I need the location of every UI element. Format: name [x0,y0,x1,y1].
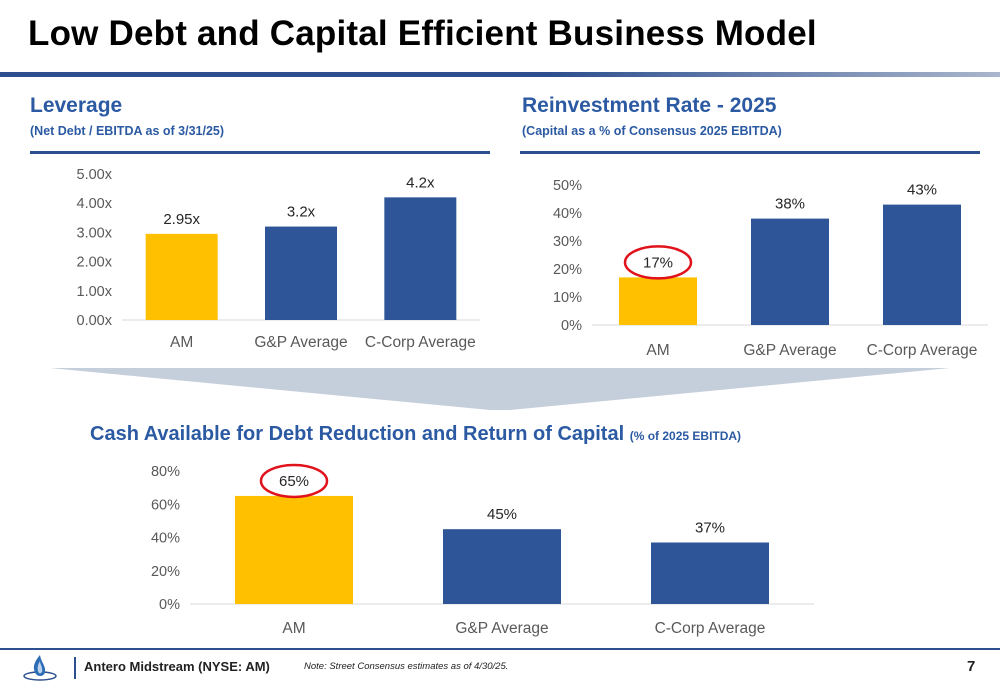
reinvestment-title: Reinvestment Rate - 2025 [522,94,777,117]
reinvestment-subtitle: (Capital as a % of Consensus 2025 EBITDA… [522,124,782,138]
reinvestment-data-label: 38% [775,196,805,213]
reinvestment-category-label: C-Corp Average [867,342,978,359]
leverage-data-label: 4.2x [406,174,435,191]
funnel-shape [50,368,950,410]
leverage-subtitle: (Net Debt / EBITDA as of 3/31/25) [30,124,225,138]
reinvestment-chart: 0% 10% 20% 30% 40% 50% 17% AM 38% G&P Average 43% C… [553,178,988,359]
cash-available-chart: 0% 20% 40% 60% 80% 65% AM 45% G&P Average 37% C-Co… [151,463,814,637]
footer-note: Note: Street Consensus estimates as of 4… [304,661,509,672]
cash-available-data-label: 37% [695,519,725,536]
cash-available-data-label: 65% [279,473,309,490]
leverage-category-label: AM [170,334,193,351]
reinvestment-ytick-label: 0% [561,318,582,334]
leverage-ytick-label: 3.00x [77,225,113,241]
reinvestment-data-label: 17% [643,254,673,271]
leverage-bar-am [145,233,218,320]
cash-available-category-label: G&P Average [455,620,548,637]
leverage-ytick-label: 5.00x [77,167,113,183]
cash-available-category-label: AM [282,620,305,637]
antero-flame-logo-icon [23,655,57,681]
reinvestment-bar-am [619,277,697,325]
reinvestment-bar-c-corp-average [883,204,961,325]
cash-available-subtitle: (% of 2025 EBITDA) [629,429,742,443]
cash-available-data-label: 45% [487,506,517,523]
leverage-ytick-label: 4.00x [77,196,113,212]
funnel-arrow [50,368,950,410]
footer-separator [74,657,76,679]
reinvestment-ytick-label: 50% [553,178,582,194]
leverage-divider [30,151,490,154]
title-divider [0,72,1000,77]
cash-available-title: Cash Available for Debt Reduction and Re… [90,423,741,446]
leverage-chart: 0.00x 1.00x 2.00x 3.00x 4.00x 5.00x 2.95x AM 3.2… [77,167,480,351]
reinvestment-ytick-label: 30% [553,234,582,250]
reinvestment-highlight-circle [623,245,693,280]
cash-available-ytick-label: 40% [151,531,180,547]
leverage-title: Leverage [30,94,123,117]
cash-available-ytick-label: 60% [151,497,180,513]
leverage-ytick-label: 1.00x [77,284,113,300]
cash-available-title-text: Cash Available for Debt Reduction and Re… [90,423,625,445]
page-number: 7 [967,658,976,675]
leverage-bar-c-corp-average [384,197,457,320]
reinvestment-ytick-label: 40% [553,206,582,222]
leverage-category-label: G&P Average [254,334,347,351]
reinvestment-divider [520,151,980,154]
leverage-ytick-label: 2.00x [77,255,113,271]
page-title: Low Debt and Capital Efficient Business … [28,14,817,53]
cash-available-bar-am [235,495,353,604]
cash-available-bar-c-corp-average [651,542,769,604]
leverage-data-label: 3.2x [287,204,316,221]
cash-available-category-label: C-Corp Average [655,620,766,637]
reinvestment-category-label: AM [646,342,669,359]
cash-available-highlight-circle [259,463,329,499]
reinvestment-ytick-label: 20% [553,262,582,278]
leverage-ytick-label: 0.00x [77,313,113,329]
footer-company: Antero Midstream (NYSE: AM) [84,659,270,674]
footer-divider [0,648,1000,650]
cash-available-ytick-label: 80% [151,464,180,480]
cash-available-bar-gp-average [443,529,561,604]
reinvestment-ytick-label: 10% [553,290,582,306]
leverage-bar-gp-average [265,226,337,320]
leverage-data-label: 2.95x [163,211,200,228]
reinvestment-category-label: G&P Average [743,342,836,359]
leverage-category-label: C-Corp Average [365,334,476,351]
reinvestment-bar-gp-average [751,218,829,325]
cash-available-ytick-label: 20% [151,564,180,580]
cash-available-ytick-label: 0% [159,597,180,613]
reinvestment-data-label: 43% [907,182,937,199]
